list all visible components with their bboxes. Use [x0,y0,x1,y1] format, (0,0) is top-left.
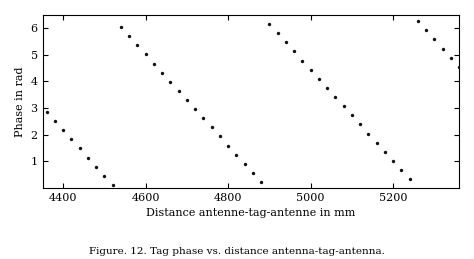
Point [356,122,364,126]
X-axis label: Distance antenne-tag-antenne in mm: Distance antenne-tag-antenne in mm [146,208,356,218]
Point [389,159,397,163]
Point [422,28,430,32]
Point [381,150,389,154]
Point [158,70,166,75]
Point [290,49,298,54]
Point [323,86,331,90]
Point [348,113,356,117]
Point [447,56,455,60]
Point [224,143,232,148]
Point [331,95,339,99]
Point [76,146,83,150]
Text: Figure. 12. Tag phase vs. distance antenna-tag-antenna.: Figure. 12. Tag phase vs. distance anten… [89,247,385,256]
Point [208,125,215,129]
Point [92,164,100,169]
Point [439,47,447,51]
Point [175,89,182,93]
Point [340,104,347,108]
Point [191,107,199,111]
Point [84,155,91,160]
Point [216,134,224,139]
Point [43,110,50,114]
Point [142,52,149,56]
Point [68,137,75,141]
Point [365,131,372,135]
Point [109,183,117,187]
Point [265,22,273,26]
Point [51,119,59,123]
Point [257,180,265,184]
Point [125,34,133,38]
Point [406,177,413,181]
Point [134,43,141,47]
Point [398,168,405,172]
Point [233,153,240,157]
Point [274,31,282,35]
Point [100,174,108,178]
Point [373,141,380,145]
Point [200,116,207,120]
Point [150,61,158,66]
Point [241,162,248,166]
Y-axis label: Phase in rad: Phase in rad [15,66,25,136]
Point [59,128,67,132]
Point [430,37,438,41]
Point [315,77,323,81]
Point [183,98,191,102]
Point [299,59,306,63]
Point [282,40,290,45]
Point [414,19,421,23]
Point [249,171,256,175]
Point [117,25,125,29]
Point [307,68,314,72]
Point [166,80,174,84]
Point [455,65,463,69]
